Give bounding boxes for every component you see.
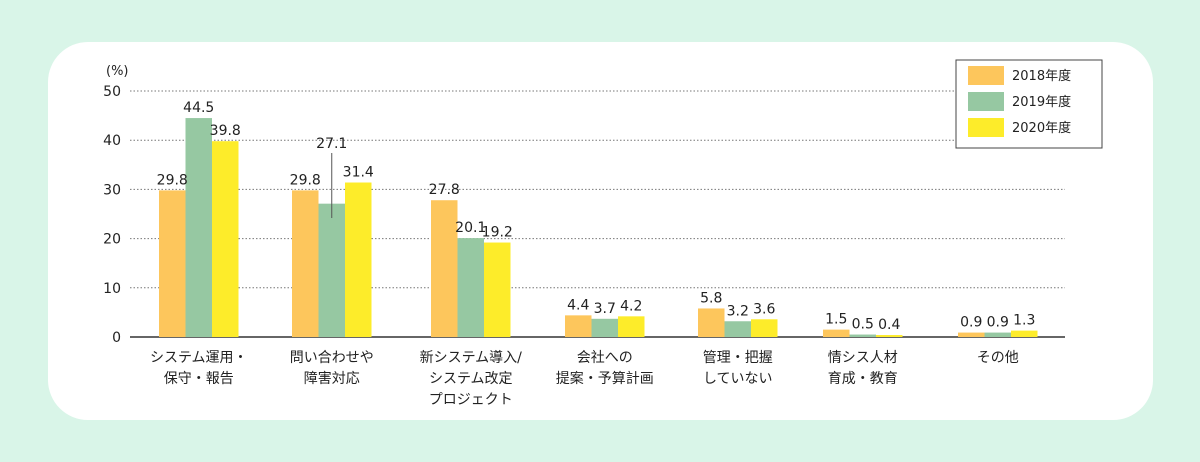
data-label: 39.8 <box>210 123 241 139</box>
category-label: 管理・把握していない <box>703 350 773 387</box>
bar <box>618 316 645 337</box>
legend-swatch <box>968 118 1004 137</box>
data-label: 0.5 <box>852 317 874 333</box>
data-label: 31.4 <box>343 165 374 181</box>
data-label: 4.2 <box>620 298 642 314</box>
data-label: 5.8 <box>700 290 722 306</box>
bar <box>984 332 1011 337</box>
bar <box>318 203 345 337</box>
data-label: 4.4 <box>567 297 589 313</box>
data-label: 3.6 <box>753 301 775 317</box>
bar <box>1011 330 1038 337</box>
data-label: 3.2 <box>727 303 749 319</box>
data-label: 27.1 <box>316 136 347 152</box>
y-tick-label: 20 <box>103 232 121 248</box>
bar <box>212 141 239 337</box>
category-label-line: システム改定 <box>429 371 513 387</box>
bar <box>457 238 484 337</box>
category-label: システム運用・保守・報告 <box>150 350 248 387</box>
y-tick-label: 10 <box>103 281 121 297</box>
bar <box>565 315 592 337</box>
legend-label: 2018年度 <box>1012 68 1071 84</box>
category-label: 新システム導入/システム改定プロジェクト <box>420 350 523 408</box>
bar <box>431 200 458 337</box>
category-label-line: システム運用・ <box>150 350 248 366</box>
legend-swatch <box>968 66 1004 85</box>
data-label: 0.9 <box>960 315 982 331</box>
data-label: 0.4 <box>878 317 900 333</box>
bar <box>876 335 903 337</box>
category-label: 会社への提案・予算計画 <box>556 350 654 387</box>
category-label-line: 情シス人材 <box>828 350 898 366</box>
category-label-line: 新システム導入/ <box>420 350 523 366</box>
category-label: その他 <box>977 350 1019 366</box>
category-label-line: その他 <box>977 350 1019 366</box>
data-label: 27.8 <box>429 182 460 198</box>
bar <box>345 182 372 337</box>
category-label-line: 管理・把握 <box>703 350 773 366</box>
bar <box>751 319 778 337</box>
y-axis-unit: (%) <box>106 64 129 79</box>
legend-label: 2020年度 <box>1012 120 1071 136</box>
bar <box>484 242 511 337</box>
bar <box>724 321 751 337</box>
category-label-line: 障害対応 <box>304 371 360 387</box>
data-label: 3.7 <box>594 301 616 317</box>
data-label: 1.3 <box>1013 313 1035 329</box>
bar <box>849 334 876 337</box>
data-label: 29.8 <box>290 172 321 188</box>
bar <box>159 190 186 337</box>
bar <box>185 118 212 337</box>
category-label: 情シス人材育成・教育 <box>828 350 898 387</box>
category-label-line: 問い合わせや <box>290 350 374 366</box>
bar <box>292 190 319 337</box>
category-label: 問い合わせや障害対応 <box>290 350 374 387</box>
category-label-line: 育成・教育 <box>828 371 898 387</box>
category-label-line: 提案・予算計画 <box>556 370 654 387</box>
data-label: 20.1 <box>455 220 486 236</box>
legend-swatch <box>968 92 1004 111</box>
legend-label: 2019年度 <box>1012 94 1071 110</box>
data-label: 44.5 <box>183 100 214 116</box>
data-label: 1.5 <box>825 312 847 328</box>
y-tick-label: 40 <box>103 133 121 149</box>
bar <box>591 318 618 337</box>
bar <box>698 308 725 337</box>
category-label-line: していない <box>703 371 773 387</box>
y-tick-label: 50 <box>103 84 121 100</box>
category-label-line: プロジェクト <box>429 392 513 408</box>
category-label-line: 会社への <box>577 350 633 366</box>
bar <box>958 332 985 337</box>
y-tick-label: 30 <box>103 182 121 198</box>
category-label-line: 保守・報告 <box>164 371 234 387</box>
data-label: 19.2 <box>482 225 513 241</box>
y-tick-label: 0 <box>112 330 121 346</box>
data-label: 0.9 <box>987 315 1009 331</box>
bar <box>823 329 850 337</box>
data-label: 29.8 <box>157 172 188 188</box>
